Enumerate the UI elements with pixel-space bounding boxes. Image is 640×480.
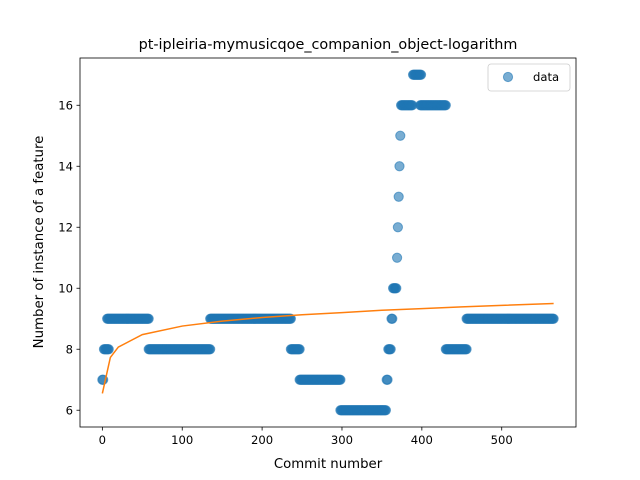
x-tick-label: 400 [411,433,433,447]
data-point [395,130,406,141]
data-point [294,344,305,355]
legend-label-data: data [533,70,559,84]
data-point [394,161,405,172]
legend: data [487,63,571,92]
data-point [548,313,559,324]
data-point [393,191,404,202]
data-point [415,69,427,80]
x-tick-label: 300 [331,433,353,447]
y-tick-label: 14 [58,159,73,173]
data-point [461,344,472,355]
data-point [335,374,346,385]
x-axis-ticks: 0 100 200 300 400 500 [99,427,513,447]
plot-area [97,69,559,416]
y-axis-ticks: 6 8 10 12 14 16 [58,98,80,417]
y-tick-label: 8 [66,342,73,356]
data-point [205,344,216,355]
data-point [380,405,392,416]
data-point [387,313,398,324]
fit-line [101,302,554,394]
data-point [382,374,393,385]
y-tick-label: 10 [58,281,73,295]
x-tick-label: 0 [99,433,106,447]
y-tick-label: 6 [66,403,73,417]
legend-marker-data [502,71,514,83]
data-point [391,283,402,294]
y-tick-label: 16 [58,98,73,112]
x-axis-label: Commit number [274,457,383,472]
data-point [143,313,154,324]
data-point [392,222,403,233]
x-tick-label: 500 [491,433,513,447]
y-axis-label: Number of instance of a feature [32,136,47,349]
x-tick-label: 200 [251,433,273,447]
y-tick-label: 12 [58,220,73,234]
data-series [97,69,559,416]
data-point [440,100,451,111]
data-point [385,344,396,355]
legend-box [487,63,571,92]
plot-frame [79,57,577,428]
data-point [391,252,403,263]
fit-series [101,302,554,394]
chart-title: pt-ipleiria-mymusicqoe_companion_object-… [139,37,518,53]
data-point [103,344,114,355]
x-tick-label: 100 [171,433,193,447]
